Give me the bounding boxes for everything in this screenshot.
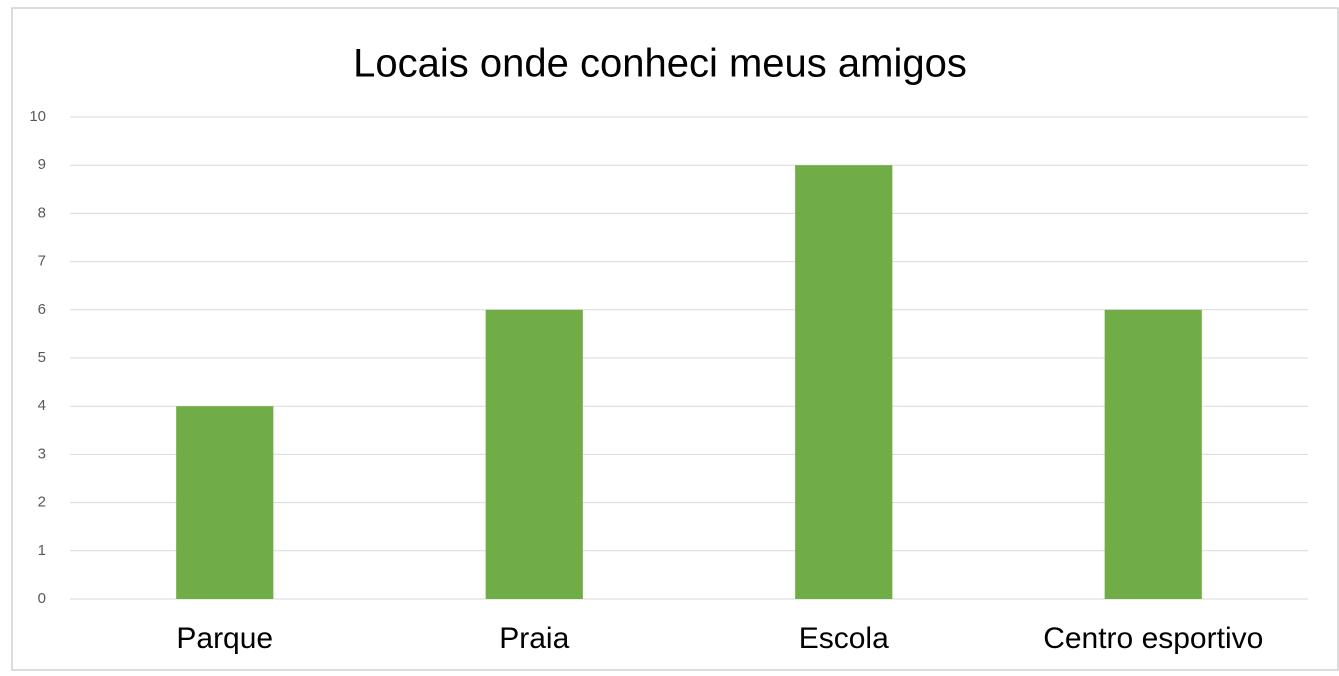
y-tick-label: 4 — [38, 397, 46, 414]
y-tick-label: 2 — [38, 494, 46, 511]
y-tick-label: 3 — [38, 445, 46, 462]
bar — [795, 165, 893, 599]
x-tick-label: Parque — [176, 622, 273, 655]
y-tick-label: 8 — [38, 204, 46, 221]
y-tick-label: 7 — [38, 253, 46, 270]
bar — [176, 406, 274, 599]
chart-title: Locais onde conheci meus amigos — [353, 42, 967, 86]
y-tick-label: 10 — [29, 108, 46, 125]
x-tick-label: Praia — [499, 622, 569, 655]
y-tick-label: 6 — [38, 301, 46, 318]
y-tick-label: 9 — [38, 156, 46, 173]
y-tick-label: 0 — [38, 590, 46, 607]
y-tick-label: 1 — [38, 542, 46, 559]
x-tick-label: Escola — [799, 622, 889, 655]
x-tick-label: Centro esportivo — [1043, 622, 1263, 655]
y-tick-label: 5 — [38, 349, 46, 366]
bar — [485, 309, 583, 599]
bar — [1104, 309, 1202, 599]
